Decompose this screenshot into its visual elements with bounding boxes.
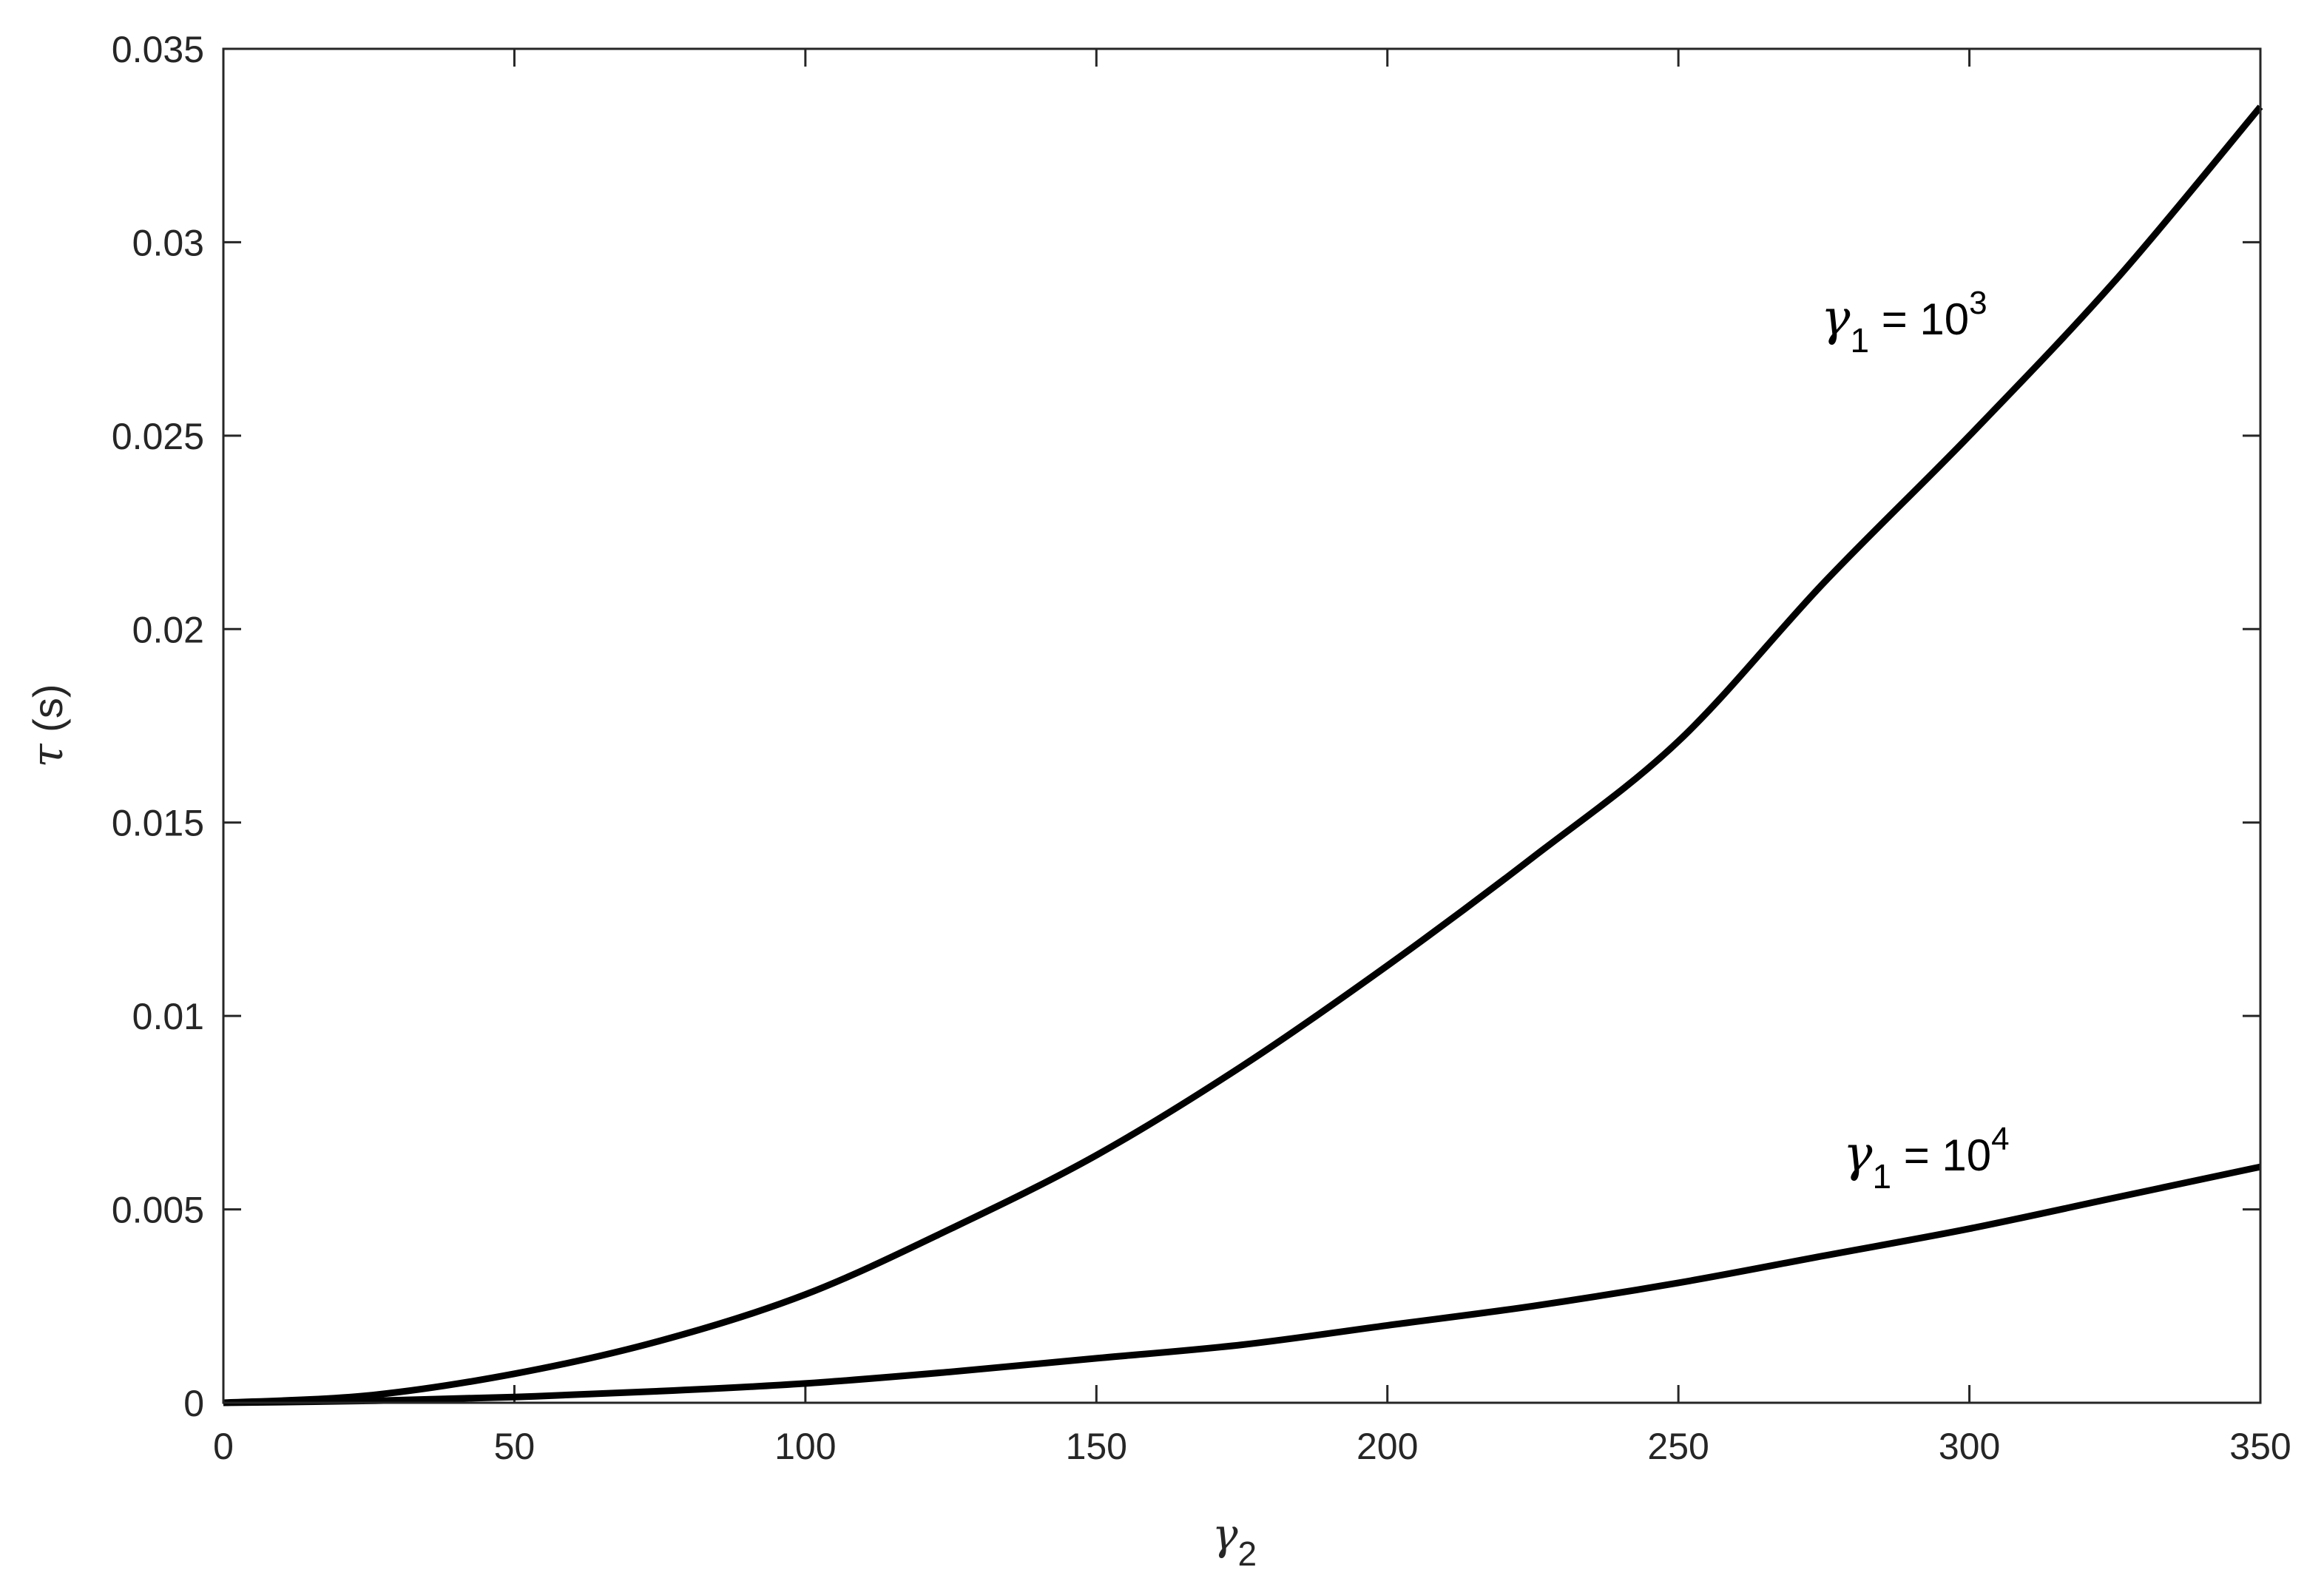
series-label-symbol: γ — [1843, 1125, 1873, 1182]
series-layer — [223, 104, 2263, 1406]
x-tick-label: 150 — [1066, 1426, 1127, 1467]
x-tick-label: 200 — [1357, 1426, 1418, 1467]
series-label-exponent: 4 — [1991, 1121, 2009, 1157]
x-tick-label: 250 — [1647, 1426, 1709, 1467]
x-tick-label: 0 — [213, 1426, 234, 1467]
series-line-2 — [223, 1163, 2261, 1406]
y-axis-symbol: τ — [22, 743, 72, 767]
series-label-exponent: 3 — [1969, 285, 1987, 321]
x-tick-label: 300 — [1939, 1426, 2000, 1467]
y-tick-label: 0.005 — [112, 1190, 204, 1231]
y-axis-unit: (s) — [24, 684, 71, 744]
series-label-gamma1-1e3: γ1 = 103 — [1821, 285, 1987, 360]
series-label-symbol: γ — [1821, 289, 1851, 346]
plot-frame — [222, 47, 2262, 1404]
x-tick-label: 50 — [494, 1426, 536, 1467]
series-label-subscript: 1 — [1850, 321, 1869, 360]
x-tick-label: 350 — [2229, 1426, 2291, 1467]
y-tick-label: 0 — [183, 1383, 204, 1424]
y-tick-label: 0.015 — [112, 803, 204, 844]
series-label-gamma1-1e4: γ1 = 104 — [1843, 1121, 2010, 1196]
tick-labels: 0 50 100 150 200 250 300 350 0 0.005 0.01 0.015 0.02… — [112, 29, 2291, 1467]
x-axis-title: γ2 — [1212, 1509, 1257, 1573]
y-tick-label: 0.035 — [112, 29, 204, 70]
series-label-equation: = 10 — [1891, 1131, 1991, 1180]
y-tick-label: 0.02 — [132, 609, 204, 650]
y-axis-title: τ (s) — [22, 684, 72, 768]
x-axis-subscript: 2 — [1238, 1534, 1257, 1573]
series-label-equation: = 10 — [1869, 294, 1969, 344]
x-axis-symbol: γ — [1212, 1509, 1238, 1560]
series-label-subscript: 1 — [1872, 1157, 1891, 1196]
y-tick-label: 0.01 — [132, 996, 204, 1037]
series-line-1 — [223, 104, 2263, 1406]
y-tick-label: 0.03 — [132, 222, 204, 263]
y-tick-label: 0.025 — [112, 416, 204, 457]
x-tick-label: 100 — [774, 1426, 836, 1467]
